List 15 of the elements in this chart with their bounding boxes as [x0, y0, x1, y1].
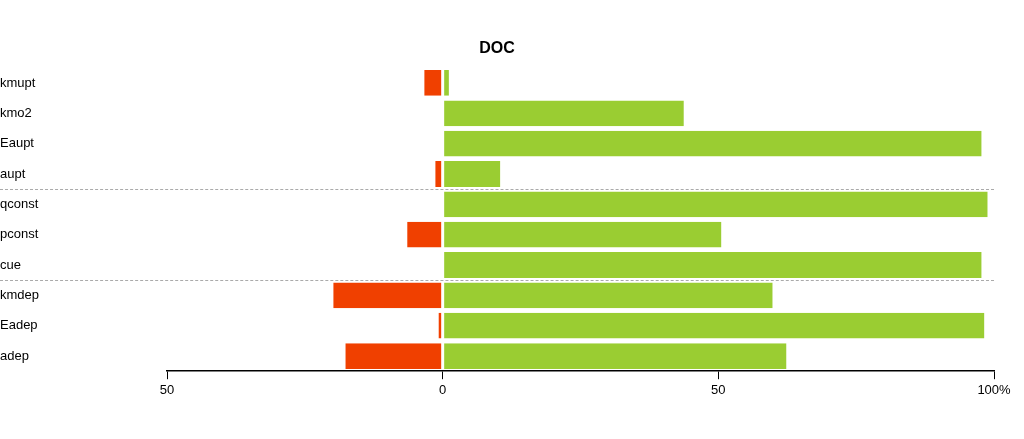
y-tick-label: Eaupt	[0, 135, 35, 151]
x-tick-label: 50	[711, 381, 726, 397]
x-tick-label: 100%	[977, 381, 1012, 397]
x-tick-label: 50	[159, 381, 175, 397]
y-tick-label: qconst	[0, 195, 39, 211]
y-tick-label: kmupt	[0, 74, 36, 90]
chart-title: DOC	[479, 38, 516, 56]
y-tick-label: kmdep	[0, 286, 40, 302]
y-tick-label: aupt	[0, 165, 26, 181]
y-tick-label: Eadep	[0, 317, 38, 333]
x-tick-label: 0	[439, 381, 447, 397]
y-tick-label: kmo2	[0, 104, 32, 120]
y-tick-label: adep	[0, 347, 29, 363]
y-tick-label: pconst	[0, 226, 39, 242]
y-tick-label: cue	[0, 256, 21, 272]
